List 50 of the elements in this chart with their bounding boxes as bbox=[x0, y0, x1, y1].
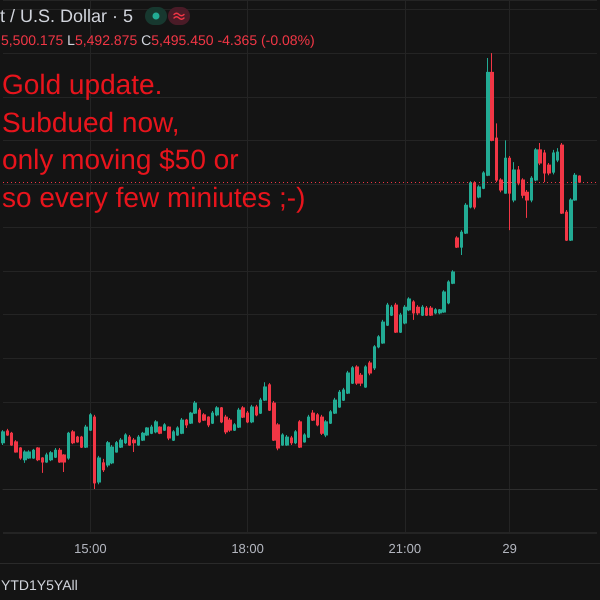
candlestick bbox=[355, 364, 359, 386]
chart-subtitle: 5,500.175 L5,492.875 C5,495.450 -4.365 (-0.08%) bbox=[1, 32, 315, 48]
candlestick bbox=[421, 304, 424, 316]
candlestick bbox=[237, 407, 241, 428]
candlestick bbox=[1, 430, 5, 446]
candlestick bbox=[167, 426, 171, 441]
candlestick bbox=[49, 450, 53, 462]
candlestick bbox=[394, 302, 398, 334]
candlestick bbox=[368, 360, 372, 376]
candlestick bbox=[23, 450, 27, 464]
text: YTD1Y5YAll bbox=[1, 577, 78, 593]
candlestick bbox=[455, 236, 459, 248]
x-tick-label: 29 bbox=[502, 541, 517, 556]
candlestick bbox=[27, 450, 31, 460]
candlestick bbox=[552, 149, 555, 175]
candlestick bbox=[255, 404, 258, 417]
candlestick bbox=[180, 417, 184, 435]
x-tick-label: 18:00 bbox=[231, 541, 264, 556]
candlestick bbox=[429, 305, 433, 316]
candlestick bbox=[106, 440, 110, 468]
candlestick bbox=[132, 437, 136, 452]
candlestick bbox=[290, 435, 293, 446]
candlestick bbox=[320, 414, 324, 436]
candlestick bbox=[110, 444, 114, 465]
candlestick bbox=[71, 430, 75, 445]
candlestick bbox=[185, 418, 188, 428]
chart-title: t / U.S. Dollar · 5 bbox=[0, 6, 134, 26]
x-tick-label: 21:00 bbox=[388, 541, 422, 556]
candlestick bbox=[172, 430, 175, 442]
candlestick bbox=[285, 434, 289, 446]
candlestick bbox=[80, 435, 83, 449]
candlestick bbox=[250, 404, 254, 424]
candlestick bbox=[504, 140, 507, 194]
candlestick bbox=[163, 422, 166, 432]
candlestick bbox=[67, 431, 70, 460]
candlestick bbox=[102, 458, 105, 472]
candlestick bbox=[119, 437, 123, 449]
candlestick bbox=[97, 455, 101, 485]
candlestick bbox=[93, 414, 96, 490]
candlestick bbox=[158, 426, 162, 435]
candlestick bbox=[141, 431, 145, 442]
candlestick bbox=[512, 162, 516, 203]
candlestick bbox=[154, 420, 158, 434]
annotation: Gold update. Subdued now, only moving $50 or so every few miniutes ;-) bbox=[2, 68, 306, 215]
candlestick bbox=[416, 304, 420, 316]
candlestick bbox=[294, 430, 297, 445]
candlestick bbox=[364, 364, 367, 388]
x-tick-label: 15:00 bbox=[74, 541, 107, 556]
candlestick bbox=[298, 420, 302, 449]
candlestick bbox=[228, 417, 232, 432]
